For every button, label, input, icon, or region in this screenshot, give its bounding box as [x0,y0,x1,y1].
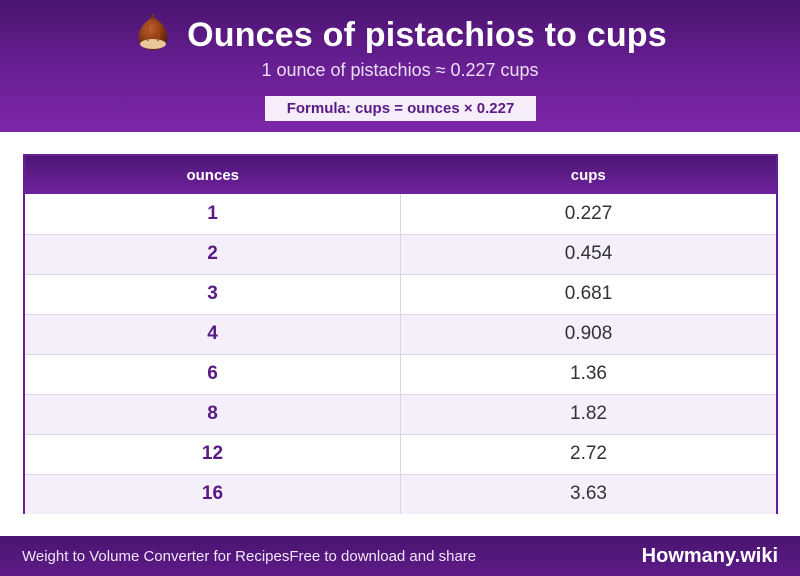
table-row: 6 1.36 [25,354,776,395]
footer-tagline: Weight to Volume Converter for RecipesFr… [22,547,477,565]
pistachio-nut-icon [133,13,173,58]
header-banner: Ounces of pistachios to cups 1 ounce of … [0,0,800,132]
table-row: 1 0.227 [25,194,776,235]
ounces-cell: 12 [25,434,401,475]
column-header-cups: cups [570,166,606,184]
table-row: 2 0.454 [25,234,776,275]
footer-bar: Weight to Volume Converter for RecipesFr… [0,536,800,576]
ounces-cell: 3 [25,274,401,315]
cups-cell: 0.454 [400,234,776,275]
page-title: Ounces of pistachios to cups [187,15,667,54]
table-row: 4 0.908 [25,314,776,355]
table-header-row: ounces cups [25,156,776,194]
table-row: 12 2.72 [25,434,776,475]
table-row: 16 3.63 [25,474,776,514]
brand-link[interactable]: Howmany.wiki [641,544,778,567]
ounces-cell: 6 [25,354,401,395]
conversion-table: ounces cups 1 0.227 2 0.454 3 0.681 4 0.… [23,154,778,514]
title-row: Ounces of pistachios to cups [0,13,800,58]
cups-cell: 0.681 [400,274,776,315]
cups-cell: 0.227 [400,194,776,235]
cups-cell: 3.63 [570,483,607,505]
ounces-cell: 8 [25,394,401,435]
conversion-subtitle: 1 ounce of pistachios ≈ 0.227 cups [261,60,539,80]
cups-cell: 1.36 [400,354,776,395]
cups-cell: 2.72 [400,434,776,475]
column-header-ounces: ounces [186,166,239,184]
cups-cell: 1.82 [400,394,776,435]
cups-cell: 0.908 [400,314,776,355]
ounces-cell: 16 [25,474,401,514]
ounces-cell: 4 [25,314,401,355]
table-row: 8 1.82 [25,394,776,435]
ounces-cell: 2 [25,234,401,275]
table-row: 3 0.681 [25,274,776,315]
formula-badge: Formula: cups = ounces × 0.227 [265,96,536,121]
ounces-cell: 1 [25,194,401,235]
